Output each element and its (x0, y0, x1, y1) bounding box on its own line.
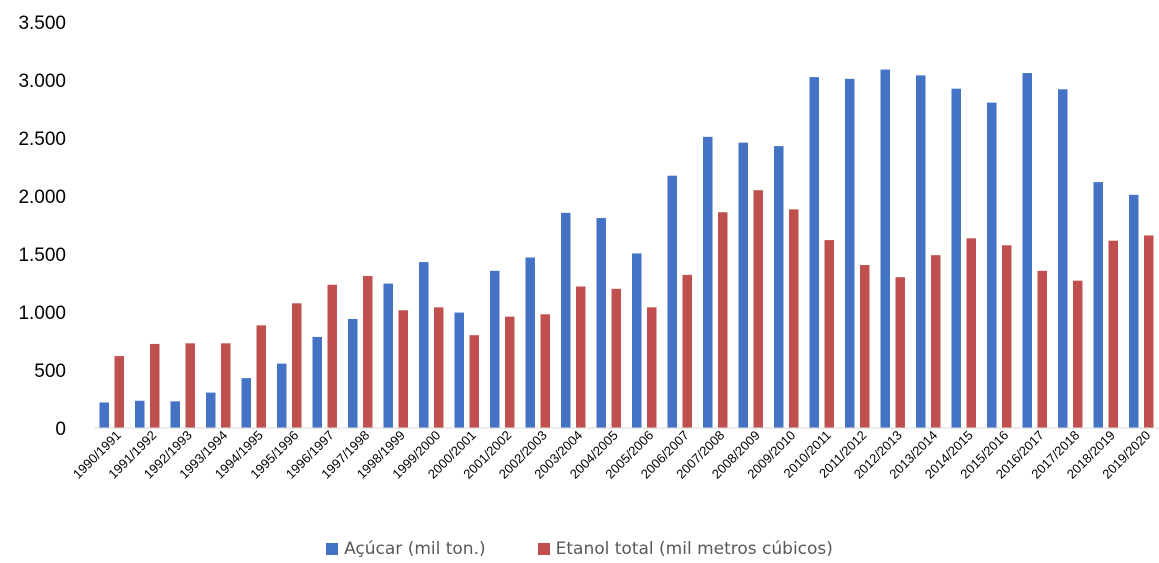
bar-etanol (931, 255, 941, 428)
bar-acucar (490, 270, 500, 428)
bar-etanol (966, 238, 976, 428)
bar-acucar (1093, 182, 1103, 428)
bar-acucar (1022, 73, 1032, 428)
bar-etanol (150, 343, 160, 428)
y-tick-label: 0 (55, 419, 66, 440)
y-tick-label: 1.000 (18, 303, 66, 324)
bar-etanol (682, 274, 692, 428)
bar-etanol (540, 314, 550, 428)
legend-item-etanol: Etanol total (mil metros cúbicos) (537, 539, 833, 559)
bar-etanol (576, 286, 586, 428)
bar-etanol (753, 190, 763, 428)
bar-acucar (703, 136, 713, 428)
legend-swatch-acucar (326, 543, 339, 555)
bar-acucar (774, 146, 784, 428)
chart: 0 500 1.000 1.500 2.000 2.500 3.000 3.500 1990/… (18, 13, 1159, 482)
y-tick-label: 3.500 (18, 13, 66, 34)
bar-etanol (292, 303, 302, 428)
bar-etanol (860, 265, 870, 428)
y-tick-label: 2.500 (18, 129, 66, 150)
y-tick-label: 500 (34, 361, 66, 382)
bar-acucar (383, 283, 393, 428)
bar-etanol (1037, 270, 1047, 428)
bar-acucar (632, 253, 642, 428)
bar-acucar (561, 212, 571, 428)
bar-acucar (987, 102, 997, 429)
bar-etanol (505, 316, 515, 428)
y-tick-label: 2.000 (18, 187, 66, 208)
bar-etanol (256, 325, 266, 428)
bar-acucar (738, 142, 748, 428)
bar-acucar (667, 175, 677, 428)
legend: Açúcar (mil ton.) Etanol total (mil metr… (0, 538, 1159, 560)
bar-etanol (185, 343, 195, 428)
bar-etanol (647, 307, 657, 428)
legend-label-etanol: Etanol total (mil metros cúbicos) (555, 539, 833, 559)
bar-etanol (327, 284, 337, 428)
legend-item-acucar: Açúcar (mil ton.) (326, 539, 486, 559)
y-axis-ticks: 0 500 1.000 1.500 2.000 2.500 3.000 3.500 (18, 13, 66, 440)
y-tick-label: 3.000 (18, 71, 66, 92)
bar-etanol (895, 277, 905, 428)
bar-acucar (135, 400, 145, 428)
bar-acucar (951, 88, 961, 428)
bar-acucar (277, 363, 287, 428)
bar-etanol (114, 356, 124, 428)
bar-acucar (596, 218, 606, 428)
bar-acucar (1129, 194, 1139, 428)
bar-etanol (1002, 245, 1012, 428)
bar-acucar (916, 75, 926, 429)
y-tick-label: 1.500 (18, 245, 66, 266)
bar-acucar (880, 69, 890, 428)
legend-label-acucar: Açúcar (mil ton.) (344, 539, 486, 559)
bar-acucar (241, 378, 251, 428)
bar-acucar (454, 312, 464, 428)
bar-acucar (845, 78, 855, 428)
bar-etanol (221, 343, 231, 428)
bar-etanol (1108, 240, 1118, 428)
bar-etanol (824, 240, 834, 428)
x-axis-ticks: 1990/19911991/19921992/19931993/19941994… (70, 428, 1154, 482)
bar-etanol (611, 288, 621, 428)
bar-etanol (1144, 235, 1154, 428)
bar-etanol (789, 209, 799, 428)
bar-acucar (809, 77, 819, 428)
bar-etanol (398, 310, 408, 428)
bars (99, 69, 1154, 429)
bar-etanol (1073, 280, 1083, 428)
bar-acucar (312, 336, 322, 428)
bar-acucar (525, 257, 535, 428)
bar-acucar (419, 262, 429, 428)
bar-etanol (434, 307, 444, 428)
bar-acucar (99, 402, 109, 428)
bar-acucar (170, 401, 180, 428)
bar-etanol (469, 335, 479, 428)
bar-acucar (348, 318, 358, 428)
bar-etanol (363, 276, 373, 428)
legend-swatch-etanol (537, 543, 550, 555)
bar-etanol (718, 212, 728, 428)
bar-acucar (1058, 89, 1068, 428)
bar-acucar (206, 392, 216, 428)
